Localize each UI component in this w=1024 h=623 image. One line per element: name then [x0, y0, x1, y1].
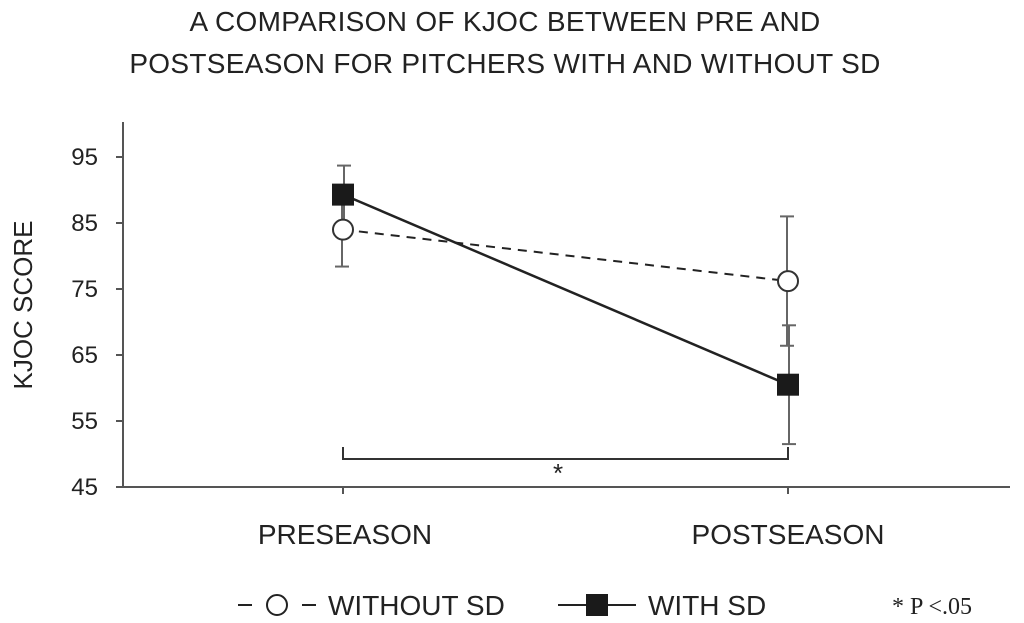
legend-entry-without-sd: WITHOUT SD [238, 590, 505, 621]
x-category-label-postseason: POSTSEASON [692, 519, 885, 550]
legend-filled-square-marker [586, 594, 608, 616]
y-tick-label: 95 [71, 144, 98, 171]
y-axis-title: KJOC SCORE [8, 220, 38, 389]
significance-note: * P <.05 [892, 594, 972, 620]
point-without-sd [332, 218, 354, 241]
legend-entry-with-sd: WITH SD [558, 590, 766, 621]
x-category-label-preseason: PRESEASON [258, 519, 432, 550]
point-with-sd [332, 183, 354, 206]
legend-open-circle-marker [266, 594, 288, 616]
series-line-without-sd [342, 228, 789, 283]
significance-star: * [553, 458, 563, 488]
point-without-sd [777, 270, 799, 293]
y-tick-label: 85 [71, 210, 98, 237]
significance-bracket [342, 447, 789, 460]
legend: WITHOUT SD WITH SD * P <.05 [238, 590, 972, 621]
y-ticks: 45 55 65 75 85 95 [71, 144, 123, 501]
y-tick-label: 75 [71, 276, 98, 303]
point-with-sd [777, 373, 799, 396]
legend-label-without-sd: WITHOUT SD [328, 590, 505, 621]
y-tick-label: 45 [71, 474, 98, 501]
y-tick-label: 55 [71, 408, 98, 435]
data-marks [332, 164, 799, 446]
series-line-with-sd [342, 193, 789, 386]
legend-label-with-sd: WITH SD [648, 590, 766, 621]
chart-title-line-2: POSTSEASON FOR PITCHERS WITH AND WITHOUT… [129, 48, 881, 79]
chart-title-line-1: A COMPARISON OF KJOC BETWEEN PRE AND [189, 6, 821, 37]
y-tick-label: 65 [71, 342, 98, 369]
